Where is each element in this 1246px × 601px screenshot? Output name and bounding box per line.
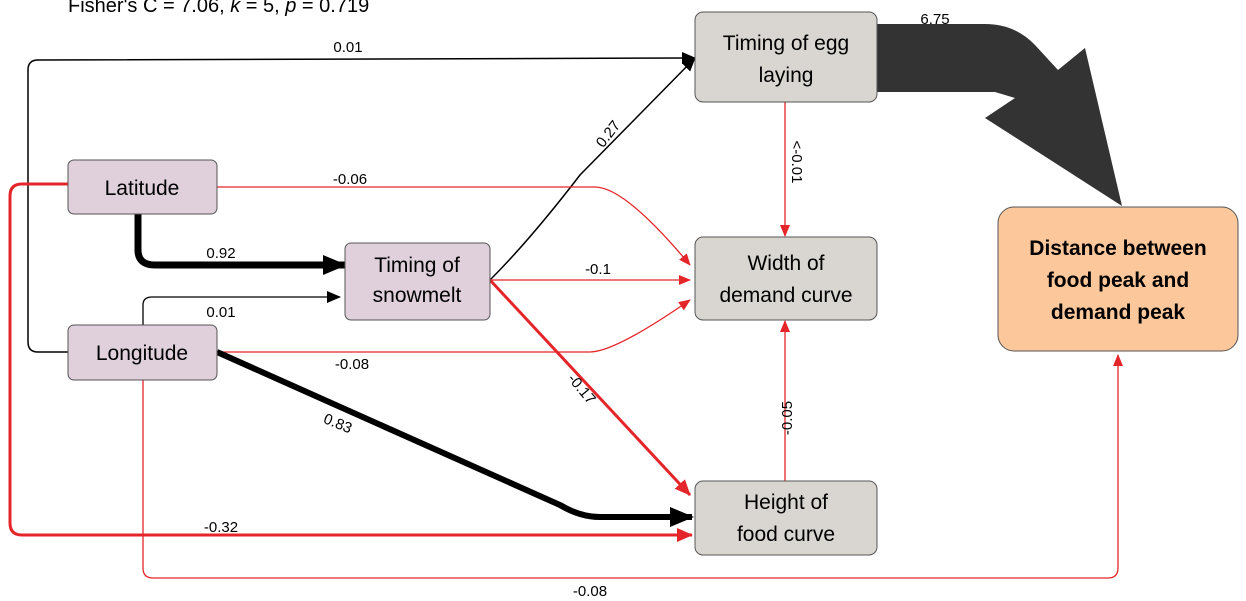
node-label: demand peak <box>1051 301 1186 324</box>
node-box <box>694 236 878 321</box>
edge-label: 0.83 <box>321 410 354 437</box>
edge-label: -0.1 <box>585 261 611 278</box>
edge <box>142 291 341 325</box>
node-label: food curve <box>737 523 835 546</box>
node-label: Width of <box>747 252 824 275</box>
edge <box>217 299 691 353</box>
edge-label: 0.92 <box>206 245 235 262</box>
edge <box>489 57 696 281</box>
edge-label: -0.08 <box>573 583 607 600</box>
node-label: Timing of egg <box>723 32 849 55</box>
node-box <box>67 324 218 381</box>
edge-label: -0.06 <box>333 171 367 188</box>
edge <box>215 349 694 527</box>
node-label: Distance between <box>1029 237 1206 260</box>
edge-label: 0.01 <box>333 39 362 56</box>
edge-large <box>877 24 1122 206</box>
edge-label: 6.75 <box>920 11 949 28</box>
node-box <box>997 206 1239 352</box>
edge-label: -0.08 <box>335 356 369 373</box>
edges <box>8 24 1123 579</box>
edge-label: -0.05 <box>779 401 796 435</box>
node-box <box>694 480 878 556</box>
node-box <box>344 242 491 321</box>
edge-label: -0.17 <box>564 371 599 408</box>
edge-label: -0.32 <box>204 519 238 536</box>
node-label: Timing of <box>374 254 460 277</box>
edge <box>8 182 693 542</box>
edge-label: 0.01 <box>206 304 235 321</box>
node-label: snowmelt <box>373 284 462 307</box>
node-label: Longitude <box>96 342 188 365</box>
node-label: Height of <box>744 491 828 514</box>
edge <box>488 278 692 497</box>
edge <box>134 214 347 275</box>
fit-statistic: Fisher's C = 7.06, k = 5, p = 0.719 <box>68 0 369 17</box>
node-label: demand curve <box>719 284 852 307</box>
edge <box>217 186 691 266</box>
edge-label: <-0.01 <box>788 141 805 184</box>
node-label: Latitude <box>105 177 180 200</box>
node-label: laying <box>759 64 814 87</box>
node-label: food peak and <box>1047 269 1189 292</box>
node-box <box>694 11 878 103</box>
edge <box>142 354 1123 579</box>
node-box <box>67 159 218 215</box>
edge <box>27 52 696 353</box>
nodes: Latitude Longitude Timing of snowmelt Ti… <box>67 11 1239 556</box>
